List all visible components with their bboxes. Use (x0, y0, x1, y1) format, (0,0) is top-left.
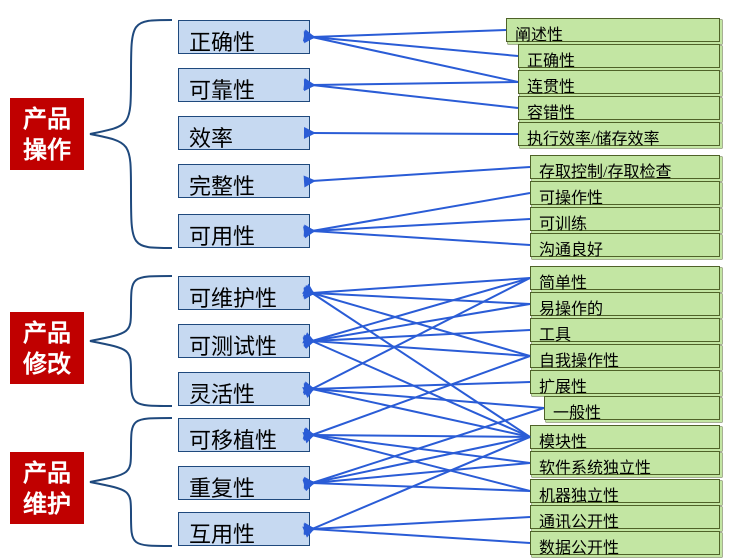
criterion-r12: 自我操作性 (530, 344, 720, 368)
brace-cat2 (90, 418, 172, 546)
criterion-r3: 容错性 (518, 96, 720, 120)
edge-r10-m5 (312, 293, 530, 304)
edge-r12-m6 (312, 341, 530, 356)
edge-r14-m9 (312, 408, 544, 483)
factor-m2: 效率 (178, 116, 310, 150)
edge-r15-m8 (312, 435, 530, 437)
factor-m6: 可测试性 (178, 324, 310, 358)
criterion-r5: 存取控制/存取检查 (530, 155, 720, 179)
factor-m4: 可用性 (178, 214, 310, 248)
edge-r8-m4 (312, 231, 530, 245)
criterion-r2: 连贯性 (518, 70, 720, 94)
criterion-r10: 易操作的 (530, 292, 720, 316)
factor-m0: 正确性 (178, 20, 310, 54)
factor-m7: 灵活性 (178, 372, 310, 406)
edge-r11-m6 (312, 330, 530, 341)
factor-m9: 重复性 (178, 466, 310, 500)
edge-r7-m4 (312, 219, 530, 231)
category-cat1: 产品 修改 (10, 312, 84, 384)
edge-r17-m8 (312, 435, 530, 491)
brace-cat0 (90, 20, 172, 248)
criterion-r6: 可操作性 (530, 181, 720, 205)
edge-r15-m9 (312, 437, 530, 483)
edge-r13-m7 (312, 382, 530, 389)
edge-r2-m1 (312, 82, 518, 85)
diagram-stage: 产品 操作产品 修改产品 维护 正确性可靠性效率完整性可用性可维护性可测试性灵活性… (0, 0, 733, 559)
edge-r12-m5 (312, 293, 530, 356)
factor-m8: 可移植性 (178, 418, 310, 452)
edge-r15-m5 (312, 293, 530, 437)
edge-r15-m6 (312, 341, 530, 437)
factor-m10: 互用性 (178, 512, 310, 546)
criterion-r14: 一般性 (544, 396, 720, 420)
edge-r19-m10 (312, 529, 530, 543)
edge-r17-m9 (312, 483, 530, 491)
criterion-r17: 机器独立性 (530, 479, 720, 503)
edge-r10-m6 (312, 304, 530, 341)
criterion-r0: 阐述性 (506, 18, 720, 42)
edge-r12-m8 (312, 356, 530, 435)
criterion-r15: 模块性 (530, 425, 720, 449)
edge-r15-m10 (312, 437, 530, 529)
factor-m5: 可维护性 (178, 276, 310, 310)
edge-r0-m0 (312, 30, 506, 37)
category-cat2: 产品 维护 (10, 452, 84, 524)
edge-r4-m2 (312, 133, 518, 134)
category-cat0: 产品 操作 (10, 98, 84, 170)
edge-r16-m9 (312, 463, 530, 483)
edge-r14-m7 (312, 389, 544, 408)
edge-r6-m4 (312, 193, 530, 231)
criterion-r1: 正确性 (518, 44, 720, 68)
edge-r9-m7 (312, 278, 530, 389)
criterion-r4: 执行效率/储存效率 (518, 122, 720, 146)
edge-r9-m6 (312, 278, 530, 341)
edge-r1-m0 (312, 37, 518, 56)
factor-m3: 完整性 (178, 164, 310, 198)
edge-r5-m3 (312, 167, 530, 181)
edge-r18-m10 (312, 517, 530, 529)
edge-r15-m7 (312, 389, 530, 437)
edge-r2-m0 (312, 37, 518, 82)
criterion-r9: 简单性 (530, 266, 720, 290)
edge-r3-m1 (312, 85, 518, 108)
criterion-r11: 工具 (530, 318, 720, 342)
criterion-r18: 通讯公开性 (530, 505, 720, 529)
criterion-r16: 软件系统独立性 (530, 451, 720, 475)
edge-r9-m5 (312, 278, 530, 293)
brace-cat1 (90, 276, 172, 406)
edge-r16-m8 (312, 435, 530, 463)
criterion-r7: 可训练 (530, 207, 720, 231)
criterion-r19: 数据公开性 (530, 531, 720, 555)
factor-m1: 可靠性 (178, 68, 310, 102)
criterion-r8: 沟通良好 (530, 233, 720, 257)
criterion-r13: 扩展性 (530, 370, 720, 394)
